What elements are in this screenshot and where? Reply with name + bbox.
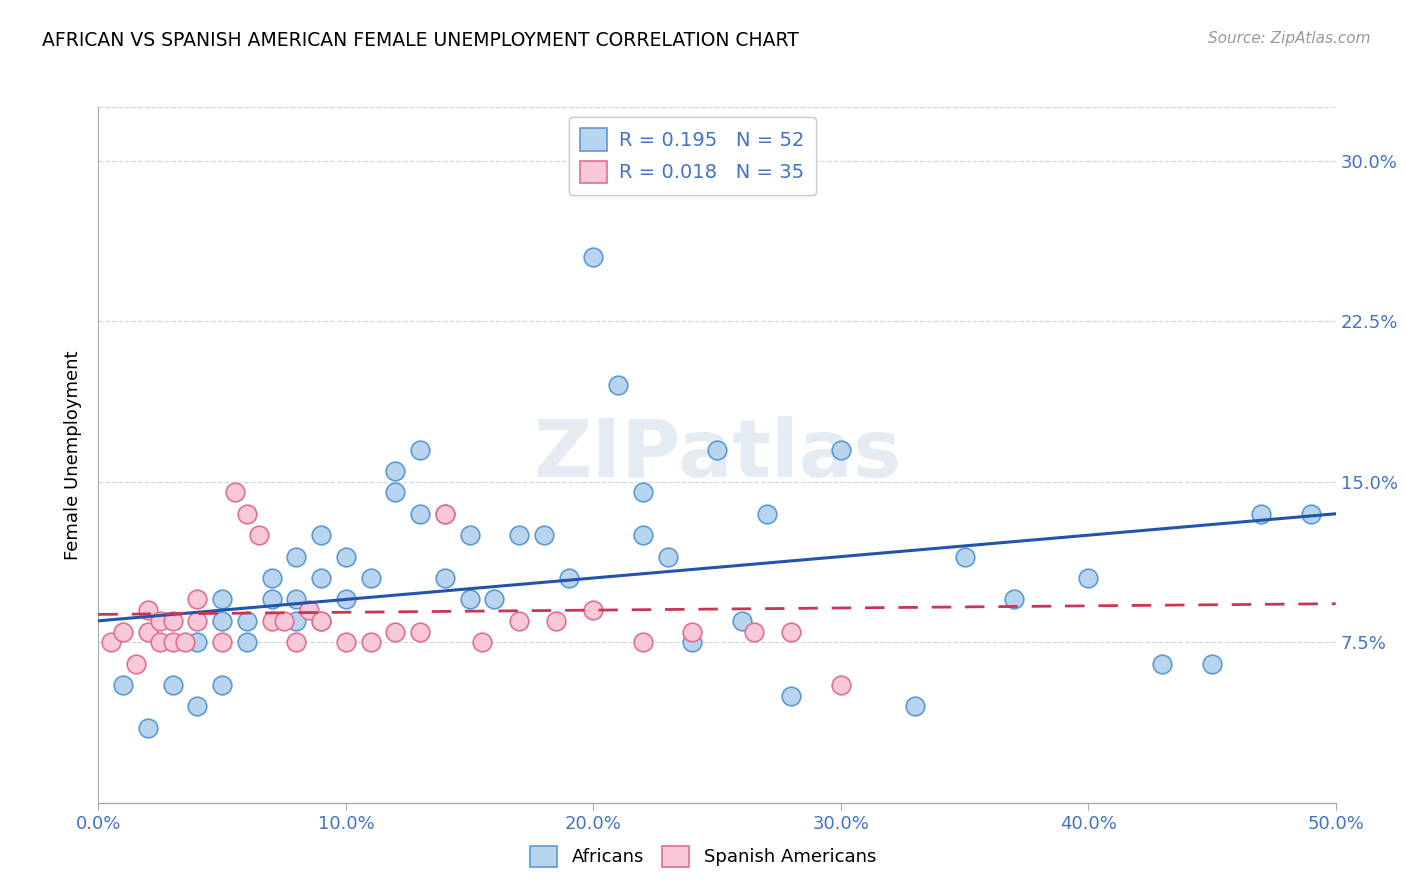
- Point: [124, 657, 146, 671]
- Point: [1077, 571, 1099, 585]
- Point: [546, 614, 568, 628]
- Point: [557, 571, 579, 585]
- Text: ZIPatlas: ZIPatlas: [533, 416, 901, 494]
- Point: [433, 507, 456, 521]
- Point: [285, 635, 308, 649]
- Point: [1201, 657, 1223, 671]
- Point: [247, 528, 270, 542]
- Point: [731, 614, 754, 628]
- Point: [211, 614, 233, 628]
- Point: [186, 635, 208, 649]
- Point: [904, 699, 927, 714]
- Point: [409, 442, 432, 457]
- Point: [149, 614, 172, 628]
- Legend: R = 0.195   N = 52, R = 0.018   N = 35: R = 0.195 N = 52, R = 0.018 N = 35: [568, 117, 815, 194]
- Point: [830, 442, 852, 457]
- Point: [335, 592, 357, 607]
- Point: [1250, 507, 1272, 521]
- Point: [433, 507, 456, 521]
- Point: [260, 571, 283, 585]
- Point: [706, 442, 728, 457]
- Point: [112, 678, 135, 692]
- Point: [335, 635, 357, 649]
- Point: [409, 507, 432, 521]
- Point: [433, 571, 456, 585]
- Point: [100, 635, 122, 649]
- Point: [309, 528, 332, 542]
- Point: [742, 624, 765, 639]
- Point: [607, 378, 630, 392]
- Point: [335, 549, 357, 564]
- Point: [508, 528, 530, 542]
- Point: [285, 549, 308, 564]
- Legend: Africans, Spanish Americans: Africans, Spanish Americans: [523, 838, 883, 874]
- Point: [681, 635, 703, 649]
- Point: [273, 614, 295, 628]
- Point: [360, 635, 382, 649]
- Point: [582, 250, 605, 264]
- Point: [830, 678, 852, 692]
- Point: [236, 507, 259, 521]
- Point: [953, 549, 976, 564]
- Point: [484, 592, 506, 607]
- Point: [309, 614, 332, 628]
- Point: [136, 603, 159, 617]
- Point: [1299, 507, 1322, 521]
- Text: Source: ZipAtlas.com: Source: ZipAtlas.com: [1208, 31, 1371, 46]
- Point: [681, 624, 703, 639]
- Point: [508, 614, 530, 628]
- Point: [211, 635, 233, 649]
- Point: [631, 635, 654, 649]
- Point: [136, 721, 159, 735]
- Text: AFRICAN VS SPANISH AMERICAN FEMALE UNEMPLOYMENT CORRELATION CHART: AFRICAN VS SPANISH AMERICAN FEMALE UNEMP…: [42, 31, 799, 50]
- Point: [211, 678, 233, 692]
- Point: [149, 635, 172, 649]
- Point: [582, 603, 605, 617]
- Point: [309, 614, 332, 628]
- Point: [224, 485, 246, 500]
- Point: [186, 614, 208, 628]
- Point: [236, 635, 259, 649]
- Point: [471, 635, 494, 649]
- Point: [112, 624, 135, 639]
- Point: [285, 592, 308, 607]
- Point: [360, 571, 382, 585]
- Point: [631, 528, 654, 542]
- Point: [384, 464, 406, 478]
- Point: [780, 689, 803, 703]
- Point: [211, 592, 233, 607]
- Point: [384, 485, 406, 500]
- Point: [162, 635, 184, 649]
- Point: [186, 699, 208, 714]
- Point: [186, 592, 208, 607]
- Point: [780, 624, 803, 639]
- Point: [631, 485, 654, 500]
- Point: [174, 635, 197, 649]
- Point: [285, 614, 308, 628]
- Point: [260, 592, 283, 607]
- Point: [533, 528, 555, 542]
- Point: [1152, 657, 1174, 671]
- Point: [458, 592, 481, 607]
- Point: [409, 624, 432, 639]
- Y-axis label: Female Unemployment: Female Unemployment: [65, 351, 83, 559]
- Point: [162, 614, 184, 628]
- Point: [1002, 592, 1025, 607]
- Point: [384, 624, 406, 639]
- Point: [136, 624, 159, 639]
- Point: [298, 603, 321, 617]
- Point: [236, 614, 259, 628]
- Point: [657, 549, 679, 564]
- Point: [162, 678, 184, 692]
- Point: [309, 571, 332, 585]
- Point: [260, 614, 283, 628]
- Point: [755, 507, 778, 521]
- Point: [458, 528, 481, 542]
